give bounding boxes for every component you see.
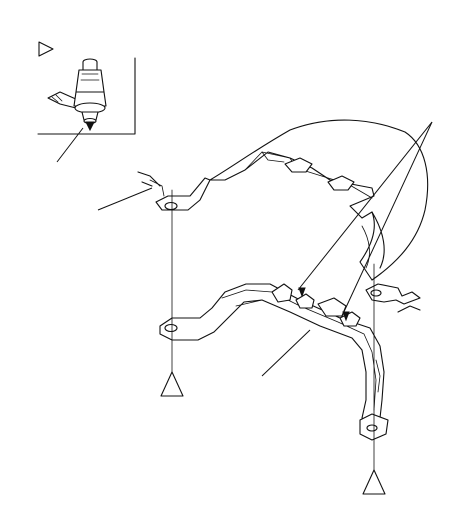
clip-icon (47, 58, 107, 132)
rear-clip-leader-upper (297, 121, 433, 291)
rear-clip-leader-lower (341, 121, 433, 317)
rear-right-bracket (365, 283, 421, 305)
boss-1 (271, 283, 293, 303)
detail-inset (37, 41, 136, 135)
triangle-right-icon (38, 41, 54, 57)
inner-frame (159, 283, 421, 441)
boss-2 (295, 293, 315, 309)
front-lower-mount-hole (164, 323, 178, 333)
frame-bracket-leader (261, 329, 311, 377)
front-left-flange (155, 177, 211, 211)
inset-frame (37, 57, 136, 135)
rear-lower-mount-hole (366, 424, 378, 432)
pocket-2 (327, 175, 355, 191)
pocket-1 (284, 157, 313, 173)
triangle-clip-icon (362, 469, 386, 495)
triangle-clip-icon (160, 371, 184, 397)
seat-cowl (137, 119, 429, 281)
clip-detail-leader (56, 127, 84, 163)
front-left-mount-leader (97, 187, 153, 211)
rear-right-mount-hole (370, 289, 382, 297)
front-left-mount-hole (164, 201, 178, 211)
